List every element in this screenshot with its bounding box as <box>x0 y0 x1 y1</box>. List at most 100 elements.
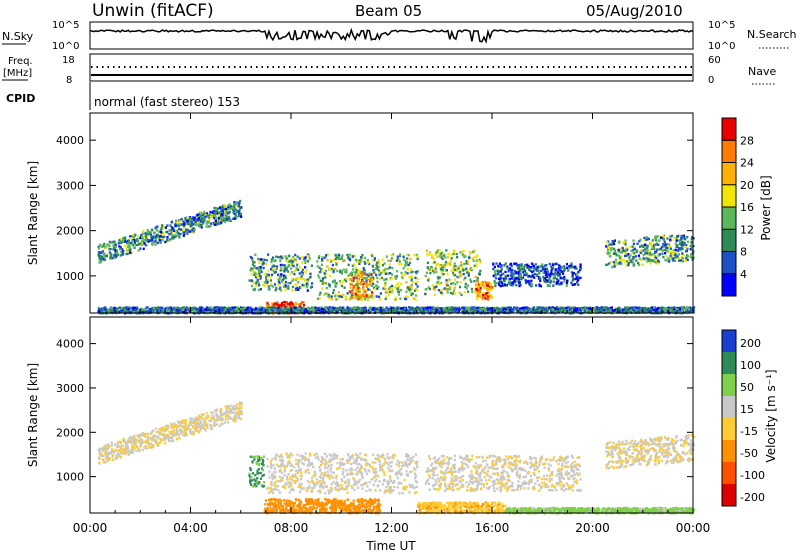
power-echo-cell <box>448 286 451 289</box>
power-echo-cell <box>443 265 446 268</box>
power-echo-cell <box>490 296 494 299</box>
power-echo-cell <box>269 279 272 282</box>
power-echo-cell <box>147 240 150 243</box>
power-echo-cell <box>108 251 111 254</box>
power-echo-cell <box>168 229 171 232</box>
power-echo-cell <box>326 259 329 262</box>
power-echo-cell <box>253 288 256 292</box>
power-echo-cell <box>519 264 522 267</box>
power-echo-cell <box>674 256 677 259</box>
power-echo-cell <box>354 297 357 300</box>
power-echo-cell <box>97 245 100 249</box>
power-echo-cell <box>144 232 147 235</box>
power-echo-cell <box>379 277 382 280</box>
power-echo-cell <box>410 277 414 281</box>
power-echo-cell <box>345 295 348 298</box>
power-echo-cell <box>460 293 463 297</box>
power-echo-cell <box>655 256 658 260</box>
power-echo-cell <box>227 207 230 211</box>
power-echo-cell <box>517 266 520 269</box>
power-echo-cell <box>532 264 535 268</box>
power-echo-cell <box>459 272 462 276</box>
power-echo-cell <box>541 266 544 269</box>
power-echo-cell <box>394 308 397 311</box>
power-echo-cell <box>563 267 566 271</box>
power-echo-cell <box>612 240 615 243</box>
power-echo-cell <box>376 261 379 264</box>
power-echo-cell <box>109 241 112 245</box>
power-echo-cell <box>550 269 553 272</box>
power-echo-cell <box>500 281 503 284</box>
power-echo-cell <box>97 310 100 313</box>
power-echo-cell <box>465 262 468 265</box>
power-echo-cell <box>632 256 635 259</box>
power-echo-cell <box>182 220 185 223</box>
power-echo-cell <box>682 243 685 247</box>
power-echo-cell <box>364 298 367 301</box>
power-echo-cell <box>224 207 228 211</box>
power-echo-cell <box>151 307 154 310</box>
power-echo-cell <box>323 272 326 275</box>
power-echo-cell <box>577 270 580 274</box>
power-echo-cell <box>350 272 353 275</box>
power-echo-cell <box>483 284 486 287</box>
power-echo-cell <box>151 238 154 241</box>
power-echo-cell <box>253 281 256 285</box>
power-echo-cell <box>366 259 369 262</box>
power-echo-cell <box>378 262 381 265</box>
power-echo-cell <box>271 305 274 308</box>
power-echo-cell <box>114 249 117 252</box>
power-echo-cell <box>174 235 177 238</box>
power-echo-cell <box>334 282 337 285</box>
power-echo-cell <box>301 309 304 313</box>
power-echo-cell <box>460 263 463 267</box>
power-echo-cell <box>98 258 101 261</box>
power-echo-cell <box>655 259 658 262</box>
power-echo-cell <box>278 275 281 278</box>
power-echo-cell <box>161 238 164 242</box>
power-echo-cell <box>548 262 551 266</box>
power-echo-cell <box>574 283 577 286</box>
power-echo-cell <box>609 261 612 264</box>
power-echo-cell <box>639 245 642 248</box>
power-echo-cell <box>550 279 553 283</box>
power-echo-cell <box>270 260 273 264</box>
power-echo-cell <box>425 271 428 274</box>
power-echo-cell <box>278 304 281 307</box>
power-echo-cell <box>497 264 500 268</box>
power-echo-cell <box>477 283 480 286</box>
power-echo-cell <box>221 215 224 218</box>
power-echo-cell <box>632 264 635 267</box>
power-echo-cell <box>338 254 341 258</box>
power-echo-cell <box>285 259 288 262</box>
power-echo-cell <box>130 237 133 240</box>
power-echo-cell <box>451 292 454 295</box>
power-echo-cell <box>524 273 527 277</box>
power-echo-cell <box>273 264 276 268</box>
power-echo-cell <box>354 274 357 277</box>
power-echo-cell <box>325 254 328 257</box>
power-echo-cell <box>618 262 621 265</box>
power-echo-cell <box>445 288 448 291</box>
power-echo-cell <box>402 307 405 310</box>
power-echo-cell <box>436 306 439 309</box>
power-echo-cell <box>370 284 374 287</box>
power-echo-cell <box>663 236 666 239</box>
power-echo-cell <box>272 259 275 263</box>
power-echo-cell <box>487 295 490 298</box>
power-echo-cell <box>141 232 144 235</box>
power-echo-cell <box>254 272 257 276</box>
power-echo-cell <box>512 273 515 276</box>
power-echo-cell <box>368 280 372 283</box>
power-echo-cell <box>191 216 194 219</box>
power-echo-cell <box>239 199 242 203</box>
power-echo-cell <box>640 249 643 252</box>
power-echo-cell <box>349 290 352 293</box>
power-echo-cell <box>263 281 266 284</box>
power-echo-cell <box>476 280 479 283</box>
power-echo-cell <box>416 281 419 284</box>
power-echo-cell <box>493 280 496 283</box>
power-echo-cell <box>279 286 282 289</box>
power-echo-cell <box>252 270 255 273</box>
power-echo-cell <box>302 301 305 304</box>
